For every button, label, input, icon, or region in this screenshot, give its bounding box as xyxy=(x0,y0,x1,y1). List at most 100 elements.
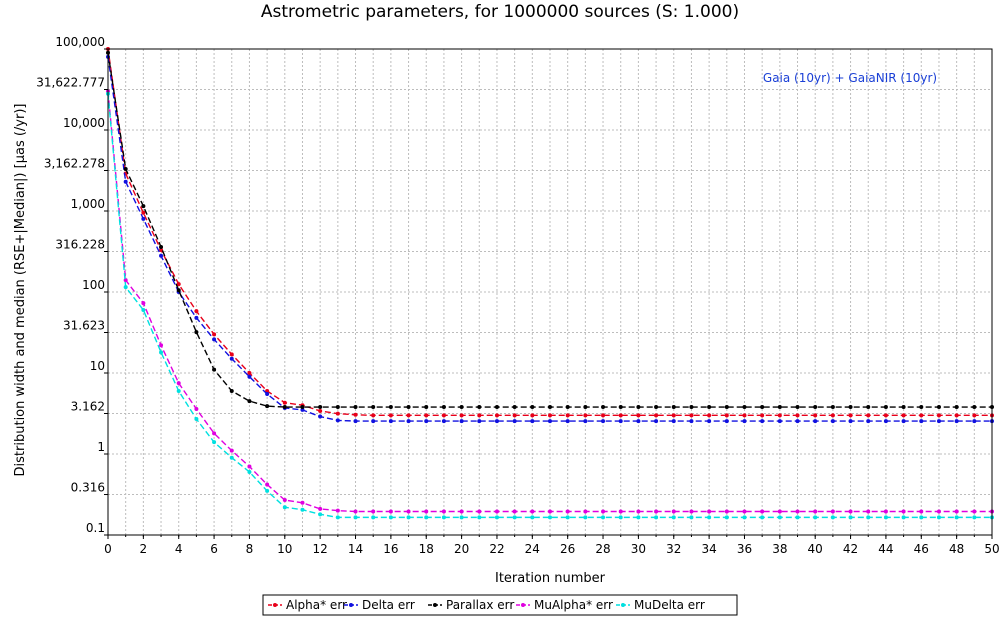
data-point xyxy=(371,413,376,418)
data-point xyxy=(671,515,676,520)
data-point xyxy=(919,509,924,514)
data-point xyxy=(247,399,252,404)
data-point xyxy=(813,509,818,514)
data-point xyxy=(795,405,800,410)
data-point xyxy=(795,413,800,418)
data-point xyxy=(548,509,552,514)
data-point xyxy=(548,515,552,520)
data-point xyxy=(813,515,818,520)
legend-item: MuAlpha* err xyxy=(516,598,613,612)
x-tick-label: 18 xyxy=(419,542,434,556)
data-point xyxy=(618,509,623,514)
data-point xyxy=(707,419,712,424)
series-alpha-err xyxy=(106,47,994,418)
data-point xyxy=(194,309,199,314)
data-point xyxy=(371,419,376,424)
data-point xyxy=(866,419,871,424)
data-point xyxy=(335,508,340,513)
data-point xyxy=(883,509,888,514)
data-point xyxy=(601,413,606,418)
data-point xyxy=(954,515,959,520)
data-point xyxy=(654,405,659,410)
data-point xyxy=(194,406,199,411)
y-tick-label: 100 xyxy=(82,278,105,292)
series-mudelta-err xyxy=(106,91,994,520)
data-point xyxy=(583,413,588,418)
data-point xyxy=(583,419,588,424)
legend-marker xyxy=(273,603,277,607)
x-tick-label: 14 xyxy=(348,542,363,556)
data-point xyxy=(371,515,376,520)
data-point xyxy=(229,448,234,453)
data-point xyxy=(123,167,128,172)
data-point xyxy=(618,419,623,424)
data-point xyxy=(318,405,323,410)
data-point xyxy=(530,405,535,410)
y-tick-label: 3.162 xyxy=(71,400,105,414)
data-point xyxy=(141,301,146,306)
series-mualpha-err xyxy=(106,89,994,514)
data-point xyxy=(530,413,535,418)
x-tick-label: 44 xyxy=(878,542,893,556)
legend-label: Delta err xyxy=(362,598,415,612)
data-point xyxy=(530,419,535,424)
legend-label: Parallax err xyxy=(446,598,514,612)
legend-box xyxy=(262,594,738,616)
data-point xyxy=(512,509,517,514)
x-axis-ticks: 0 2 4 6 8 10 12 14 16 18 20 22 24 26 28 30 32 34 36 38 40 42 4… xyxy=(104,535,1000,556)
data-point xyxy=(406,509,411,514)
data-point xyxy=(141,204,146,209)
data-point xyxy=(830,413,835,418)
data-point xyxy=(671,413,676,418)
x-tick-label: 50 xyxy=(984,542,999,556)
x-tick-label: 22 xyxy=(489,542,504,556)
data-point xyxy=(689,413,694,418)
data-point xyxy=(335,405,340,410)
data-point xyxy=(883,405,888,410)
data-point xyxy=(265,488,270,493)
data-point xyxy=(795,419,800,424)
data-point xyxy=(813,405,818,410)
data-point xyxy=(512,419,517,424)
data-point xyxy=(636,413,641,418)
data-point xyxy=(229,388,234,393)
data-point xyxy=(671,509,676,514)
data-point xyxy=(901,413,906,418)
data-point xyxy=(636,515,641,520)
data-point xyxy=(760,509,765,514)
data-point xyxy=(265,392,270,397)
data-point xyxy=(424,515,429,520)
data-point xyxy=(618,405,623,410)
data-point xyxy=(318,512,323,517)
data-point xyxy=(247,371,252,375)
data-point xyxy=(159,244,164,249)
data-point xyxy=(459,515,464,520)
data-point xyxy=(618,515,623,520)
data-point xyxy=(972,509,977,514)
legend-item: MuDelta err xyxy=(616,598,705,612)
data-point xyxy=(265,388,270,393)
y-tick-label: 0.316 xyxy=(71,481,105,495)
data-point xyxy=(123,285,128,290)
data-point xyxy=(636,419,641,424)
data-point xyxy=(318,408,323,413)
data-point xyxy=(459,405,464,410)
data-point xyxy=(123,179,128,184)
data-point xyxy=(848,509,853,514)
x-tick-label: 12 xyxy=(313,542,328,556)
x-tick-label: 6 xyxy=(210,542,218,556)
data-point xyxy=(371,405,376,410)
plot-series xyxy=(106,47,994,520)
data-point xyxy=(512,405,517,410)
data-point xyxy=(459,509,464,514)
data-point xyxy=(548,405,552,410)
data-point xyxy=(901,405,906,410)
data-point xyxy=(300,405,305,410)
data-point xyxy=(919,405,924,410)
data-point xyxy=(441,413,446,418)
data-point xyxy=(707,509,712,514)
data-point xyxy=(742,413,747,418)
data-point xyxy=(441,419,446,424)
legend-marker xyxy=(521,603,525,607)
data-point xyxy=(176,282,181,287)
